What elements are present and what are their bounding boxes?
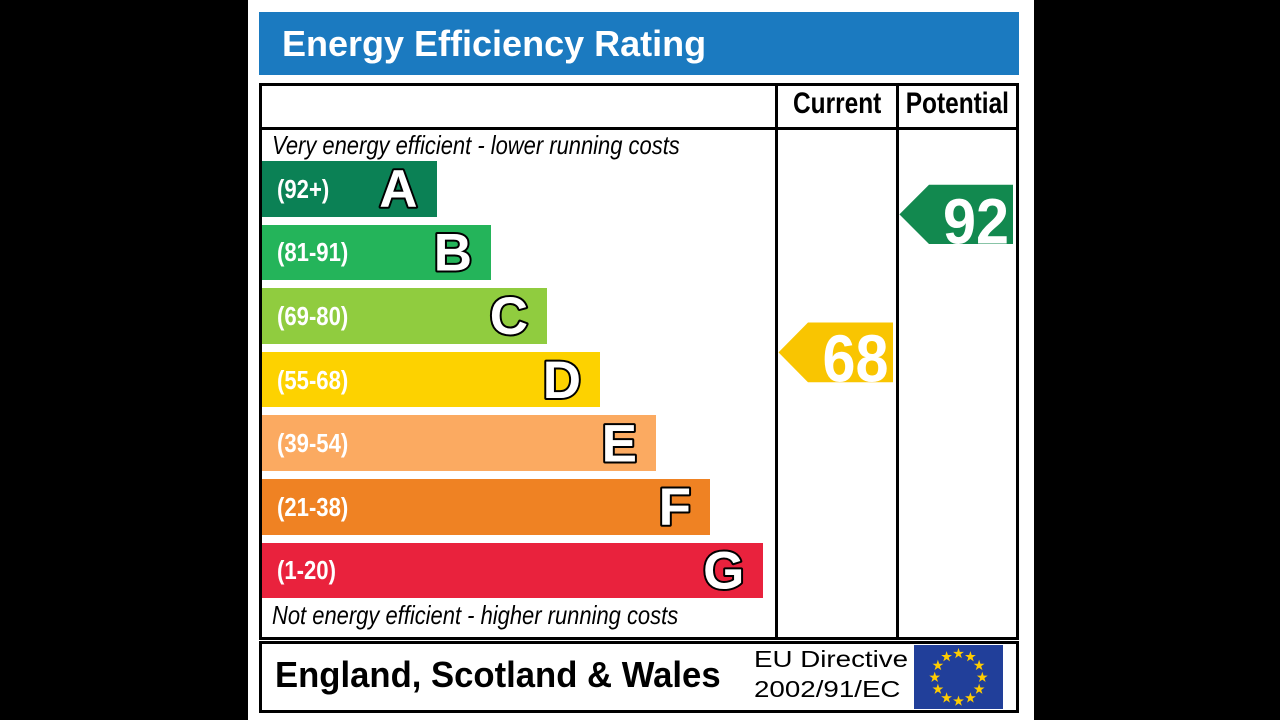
svg-text:G: G <box>703 542 744 601</box>
svg-text:C: C <box>490 287 528 346</box>
svg-text:D: D <box>543 351 581 410</box>
svg-text:E: E <box>602 414 637 473</box>
svg-text:A: A <box>379 160 417 219</box>
svg-text:92: 92 <box>943 186 1009 258</box>
svg-text:68: 68 <box>823 322 889 397</box>
svg-text:B: B <box>434 224 472 283</box>
svg-text:F: F <box>659 478 691 537</box>
